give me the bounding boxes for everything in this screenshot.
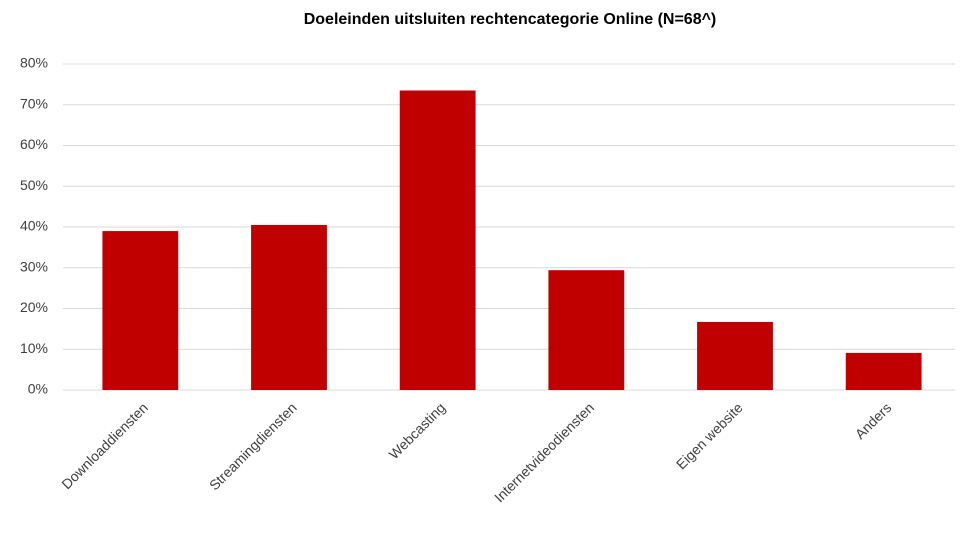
bar [102,231,179,390]
x-tick-label: Downloaddiensten [58,399,151,492]
y-tick-label: 80% [20,55,48,71]
x-tick-label: Webcasting [386,399,449,462]
y-tick-label: 0% [28,381,48,397]
y-tick-label: 70% [20,95,48,111]
bar [251,224,327,390]
y-tick-label: 20% [20,299,48,315]
y-tick-label: 60% [20,136,48,152]
y-tick-label: 10% [20,340,48,356]
chart-title: Doeleinden uitsluiten rechtencategorie O… [304,11,717,28]
bar [399,90,476,391]
bar [548,270,625,390]
y-tick-label: 30% [20,258,48,274]
x-tick-label: Eigen website [673,399,746,472]
bar [697,321,773,390]
x-tick-label: Streamingdiensten [206,399,300,493]
y-tick-label: 50% [20,177,48,193]
x-tick-label: Anders [852,399,895,442]
y-tick-label: 40% [20,218,48,234]
bar [845,352,922,390]
x-tick-label: Internetvideodiensten [491,399,597,505]
